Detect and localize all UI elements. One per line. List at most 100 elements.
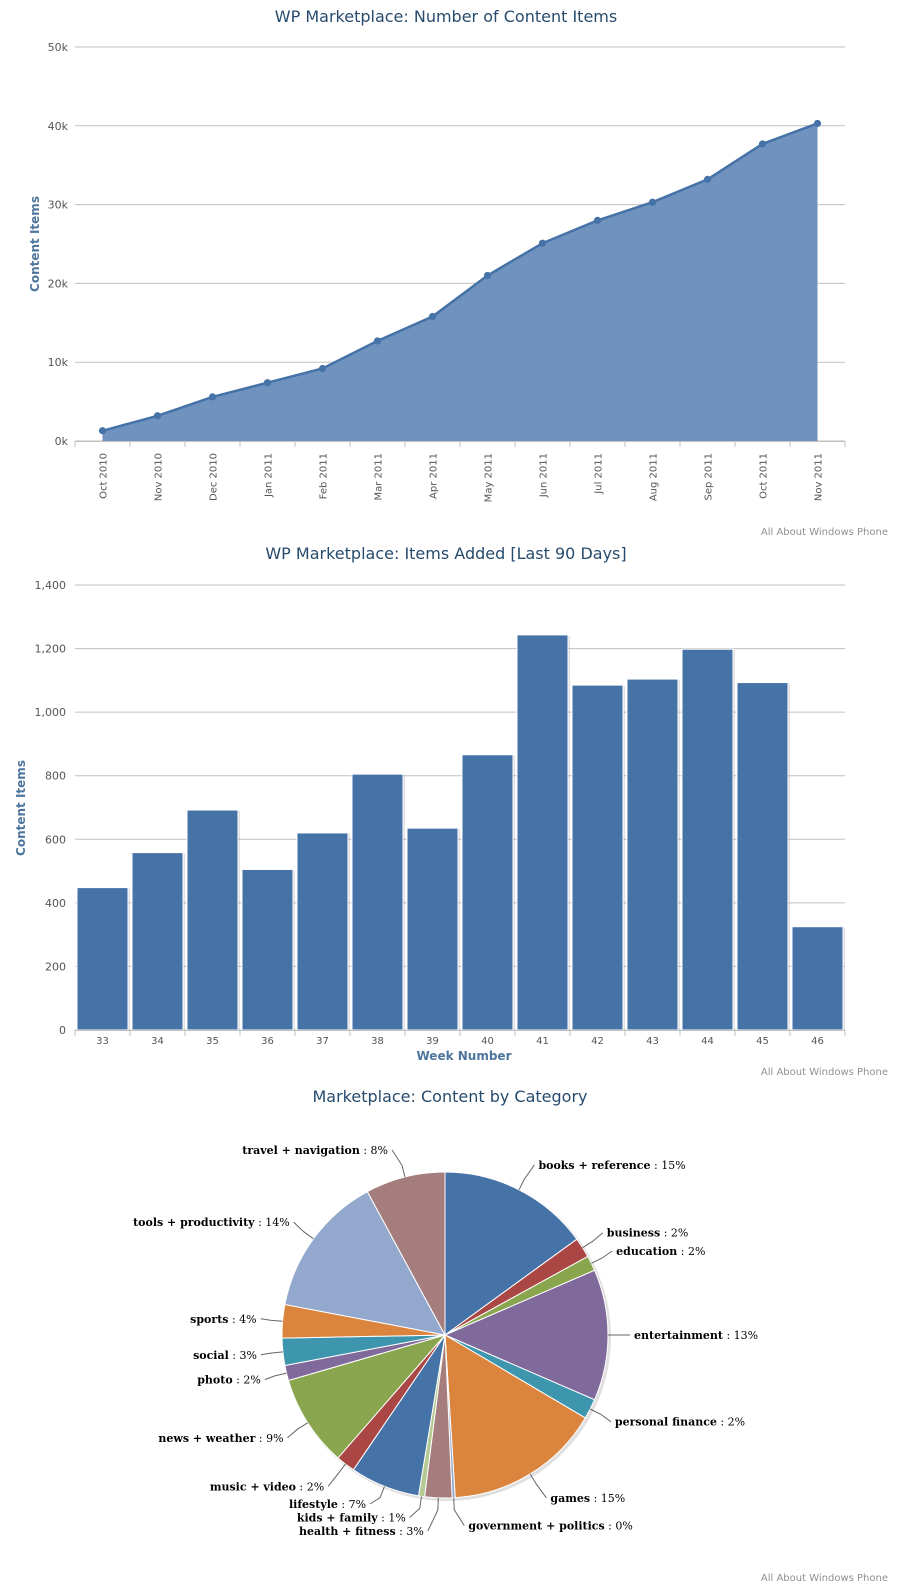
bar-x-tick-label: 38 [371, 1036, 384, 1047]
pie-connector [264, 1372, 287, 1381]
pie-label-travel-navigation: travel + navigation : 8% [242, 1144, 388, 1157]
pie-slice-entertainment[interactable] [443, 1269, 609, 1401]
pie-chart-title: Marketplace: Content by Category [312, 1087, 587, 1106]
pie-label-name: personal finance [615, 1416, 717, 1429]
area-point-aug-2011[interactable] [648, 198, 657, 206]
bar-x-tick-label: 43 [646, 1036, 659, 1047]
bar-week-34[interactable] [131, 852, 184, 1031]
bar-chart-x-axis-title: Week Number [417, 1049, 512, 1063]
bar-x-tick-label: 35 [206, 1036, 219, 1047]
area-x-tick-label: May 2011 [484, 453, 495, 502]
pie-label-government-politics: government + politics : 0% [468, 1520, 633, 1533]
pie-label-name: business [607, 1227, 660, 1240]
area-y-tick-label: 50k [48, 41, 69, 54]
area-x-tick-label: Jul 2011 [594, 453, 605, 495]
pie-connector [582, 1232, 604, 1249]
area-x-tick-label: Oct 2010 [99, 453, 110, 499]
pie-label-name: social [193, 1349, 229, 1362]
pie-label-value: : 2% [660, 1227, 688, 1240]
area-x-tick-label: Dec 2010 [209, 453, 220, 501]
pie-label-health-fitness: health + fitness : 3% [299, 1525, 424, 1538]
area-point-jun-2011[interactable] [538, 239, 547, 247]
bar-week-46[interactable] [791, 926, 844, 1031]
bar-week-35[interactable] [186, 809, 239, 1031]
bar-chart-title: WP Marketplace: Items Added [Last 90 Day… [265, 545, 626, 563]
area-chart-credit[interactable]: All About Windows Phone [761, 527, 888, 538]
bar-week-39[interactable] [406, 827, 459, 1031]
pie-label-name: education [616, 1245, 677, 1258]
pie-label-news-weather: news + weather : 9% [158, 1432, 283, 1445]
area-point-dec-2010[interactable] [208, 393, 217, 401]
bar-chart-y-ticks: 0 200 400 600 800 1,000 1,200 1,400 [35, 579, 67, 1037]
bar-week-45[interactable] [736, 682, 789, 1031]
pie-slice-tools-productivity[interactable] [284, 1190, 446, 1336]
pie-connector [369, 1486, 385, 1505]
pie-label-value: : 7% [338, 1498, 366, 1511]
area-point-mar-2011[interactable] [373, 337, 382, 345]
area-chart-y-ticks: 0k 10k 20k 30k 40k 50k [48, 41, 69, 448]
pie-connector [591, 1250, 613, 1264]
pie-slice-games[interactable] [444, 1334, 586, 1499]
pie-chart-credit[interactable]: All About Windows Phone [761, 1573, 888, 1584]
area-point-feb-2011[interactable] [318, 364, 327, 373]
bar-week-40[interactable] [461, 754, 514, 1031]
bar-week-36[interactable] [241, 868, 294, 1031]
pie-connector [589, 1408, 612, 1423]
pie-label-name: sports [190, 1313, 228, 1326]
pie-label-kids-family: kids + family : 1% [297, 1512, 406, 1525]
pie-connector [518, 1164, 535, 1191]
area-point-jul-2011[interactable] [593, 216, 602, 224]
pie-label-tools-productivity: tools + productivity : 14% [133, 1216, 290, 1229]
bar-week-33[interactable] [76, 887, 129, 1031]
area-point-oct-2011[interactable] [758, 140, 767, 148]
pie-label-value: : 0% [605, 1520, 633, 1533]
bar-x-tick-label: 33 [96, 1036, 109, 1047]
bar-y-tick-label: 600 [45, 833, 66, 846]
area-point-oct-2010[interactable] [98, 427, 107, 435]
pie-label-value: : 14% [255, 1216, 290, 1229]
area-point-nov-2011[interactable] [813, 119, 822, 128]
bar-chart-credit[interactable]: All About Windows Phone [761, 1067, 888, 1078]
pie-label-books-reference: books + reference : 15% [538, 1159, 685, 1172]
bar-week-37[interactable] [296, 832, 349, 1031]
bar-week-43[interactable] [626, 678, 679, 1031]
area-x-tick-label: Nov 2011 [814, 453, 825, 501]
area-x-tick-label: Nov 2010 [154, 453, 165, 501]
area-point-apr-2011[interactable] [428, 312, 437, 321]
bar-week-44[interactable] [681, 648, 734, 1031]
area-y-tick-label: 20k [48, 277, 69, 290]
pie-label-name: photo [197, 1374, 232, 1387]
bar-y-tick-label: 800 [45, 770, 66, 783]
area-chart: WP Marketplace: Number of Content Items … [28, 7, 888, 538]
pie-connector [260, 1318, 283, 1322]
pie-label-name: music + video [210, 1480, 296, 1493]
bar-series [76, 634, 845, 1031]
bar-week-38[interactable] [351, 773, 404, 1031]
pie-label-name: travel + navigation [242, 1144, 360, 1157]
area-point-sep-2011[interactable] [703, 175, 712, 183]
area-point-jan-2011[interactable] [263, 379, 272, 387]
area-x-tick-label: Apr 2011 [429, 453, 440, 499]
pie-label-value: : 3% [396, 1525, 424, 1538]
pie-label-games: games : 15% [550, 1492, 625, 1505]
bar-week-42[interactable] [571, 684, 624, 1031]
pie-slice-books-reference[interactable] [444, 1171, 578, 1336]
bar-week-41[interactable] [516, 634, 569, 1031]
pie-connector [391, 1149, 406, 1178]
pie-slice-news-weather[interactable] [287, 1334, 447, 1459]
pie-label-value: : 1% [378, 1512, 406, 1525]
area-point-nov-2010[interactable] [153, 412, 162, 420]
bar-x-tick-label: 39 [426, 1036, 439, 1047]
pie-label-social: social : 3% [193, 1349, 257, 1362]
pie-label-entertainment: entertainment : 13% [634, 1329, 758, 1342]
pie-label-name: games [550, 1492, 590, 1505]
area-x-tick-label: Aug 2011 [649, 453, 660, 501]
pie-label-name: government + politics [468, 1520, 604, 1533]
pie-label-value: : 13% [723, 1329, 758, 1342]
pie-label-name: kids + family [297, 1512, 378, 1525]
pie-connector [427, 1497, 439, 1532]
bar-y-tick-label: 1,400 [35, 579, 67, 592]
area-point-may-2011[interactable] [483, 271, 492, 280]
bar-x-tick-label: 46 [811, 1036, 824, 1047]
bar-chart-x-axis: 33 34 35 36 37 38 39 40 41 42 43 44 45 46 [74, 1030, 846, 1047]
